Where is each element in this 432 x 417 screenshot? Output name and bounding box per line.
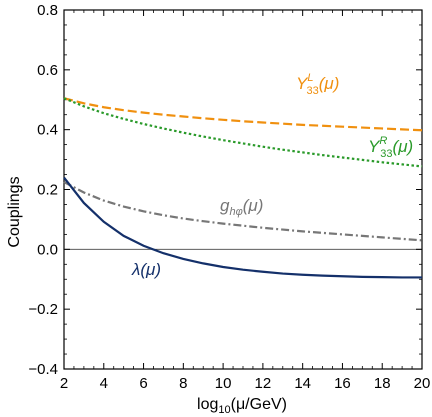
series-label-sub: 33 (380, 148, 392, 160)
x-axis-title-arg: (μ/GeV) (231, 396, 287, 413)
x-axis-title-log: log (197, 396, 218, 413)
series-line-0 (63, 97, 423, 132)
x-tick-label: 4 (100, 375, 108, 392)
series-line-3 (63, 176, 422, 279)
y-tick-label: 0.0 (37, 241, 58, 258)
series-label-1: YR 33(μ) (368, 135, 413, 160)
series-label-arg: (μ) (393, 137, 414, 156)
series-label-0: YL 33(μ) (296, 72, 339, 97)
x-tick-label: 14 (294, 375, 311, 392)
x-axis-title: log10(μ/GeV) (197, 396, 287, 416)
x-tick-label: 2 (60, 375, 68, 392)
series-label-sub: 33 (306, 85, 318, 97)
series-label-main: Y (296, 74, 309, 93)
y-tick-label: 0.8 (37, 2, 58, 19)
series-label-arg: (μ) (319, 74, 340, 93)
x-tick-label: 12 (255, 375, 272, 392)
y-axis-title: Couplings (6, 176, 23, 247)
y-tick-label: 0.2 (37, 182, 58, 199)
curve-labels: YL 33(μ)YR 33(μ)ghφ(μ)λ(μ) (131, 72, 413, 279)
x-tick-label: 20 (414, 375, 431, 392)
x-tick-label: 18 (374, 375, 391, 392)
series-label-arg: (μ) (243, 196, 264, 215)
series-label-sup: L (307, 72, 313, 84)
axes: 2 4 6 8 10 12 14 16 18 20 −0.4 −0.2 0.0 0.2 0.4 0.6 0.8 (28, 2, 430, 392)
series-line-1 (63, 97, 423, 168)
y-tick-label: 0.6 (37, 62, 58, 79)
series-label-3: λ(μ) (131, 260, 161, 279)
series-label-2: ghφ(μ) (220, 196, 263, 218)
series-line-2 (63, 181, 423, 242)
x-tick-label: 10 (215, 375, 232, 392)
x-tick-label: 16 (334, 375, 351, 392)
plot-frame (63, 9, 423, 370)
series-label-sup: R (379, 135, 387, 147)
x-tick-label: 6 (139, 375, 147, 392)
series-label-main: g (220, 196, 230, 215)
y-tick-label: −0.2 (28, 301, 58, 318)
series-label-sub: hφ (229, 206, 242, 218)
series-label-main: λ (131, 260, 140, 279)
y-tick-label: 0.4 (37, 122, 58, 139)
series-label-main: Y (368, 137, 381, 156)
x-tick-label: 8 (179, 375, 187, 392)
series-label-arg: (μ) (140, 260, 161, 279)
x-axis-title-base: 10 (218, 404, 230, 416)
y-tick-label: −0.4 (28, 361, 58, 378)
series-lines (63, 97, 423, 279)
